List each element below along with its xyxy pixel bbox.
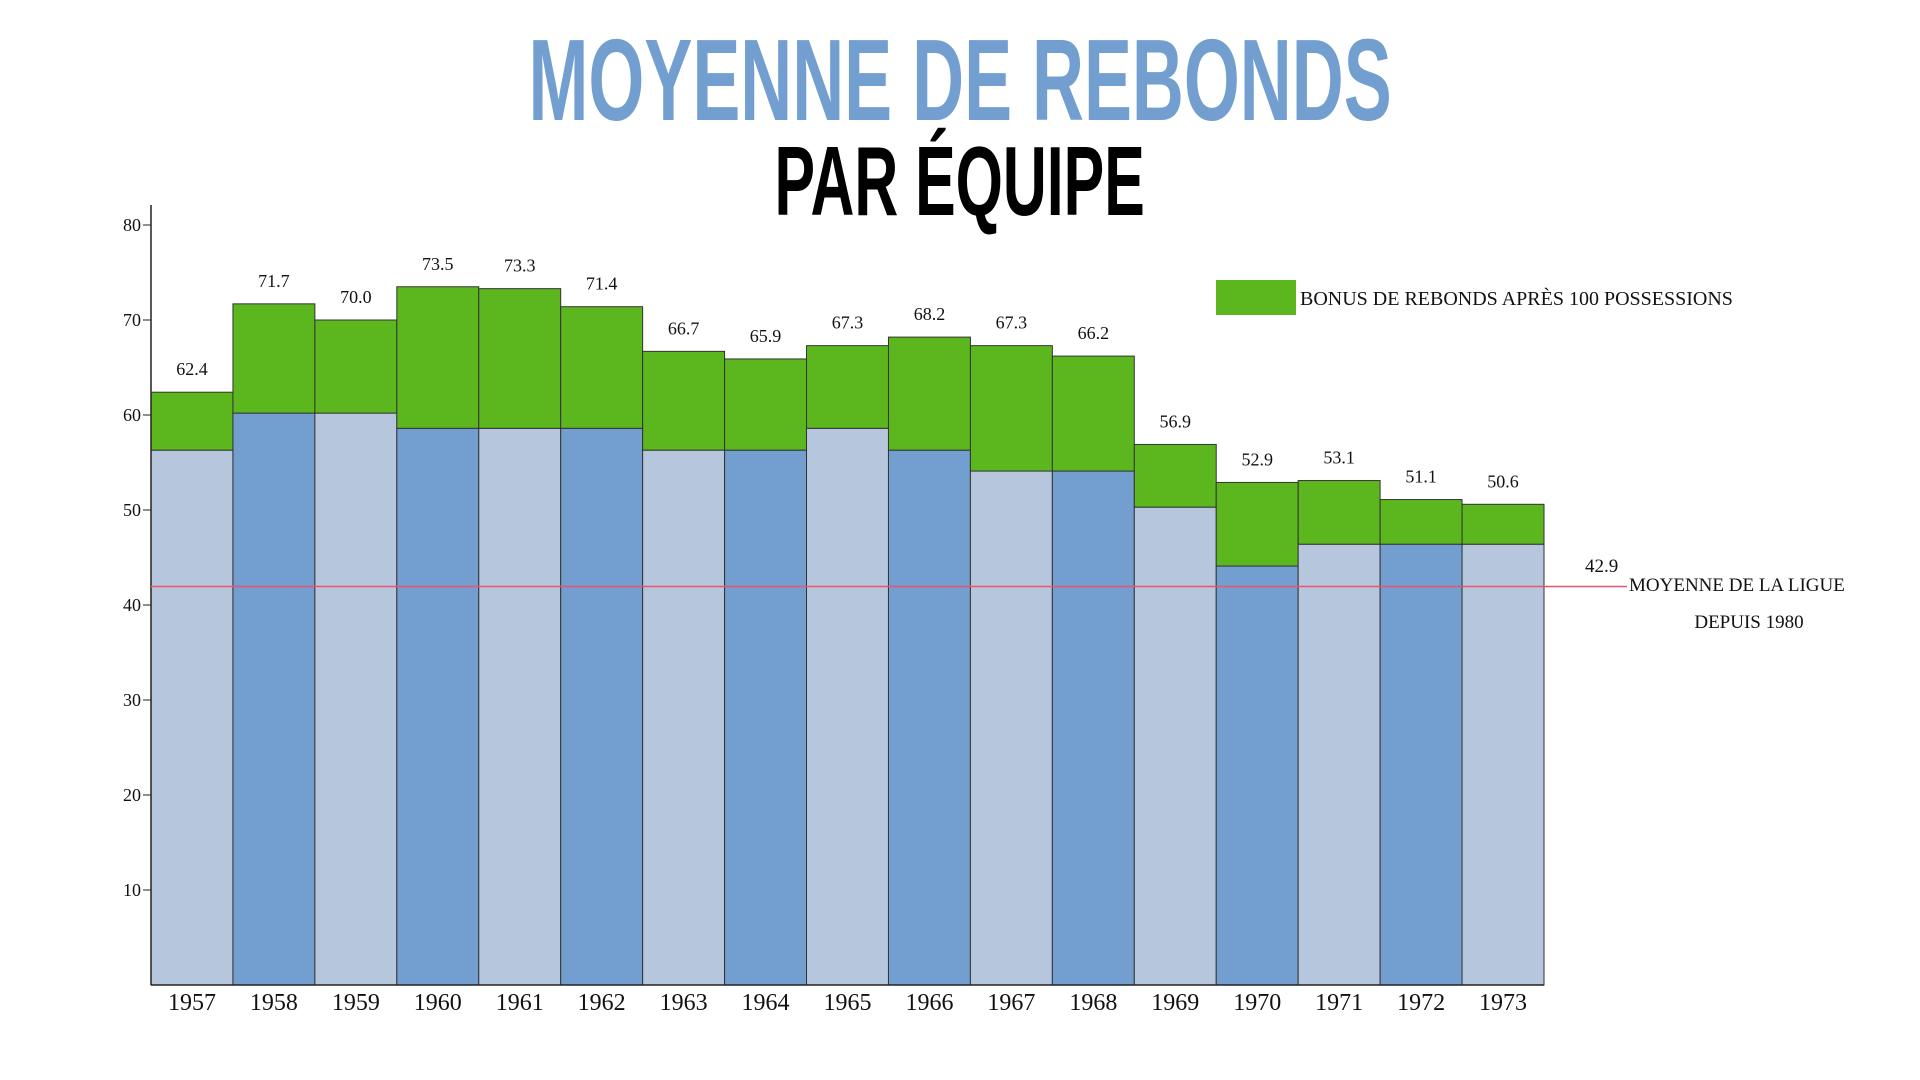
x-tick-label-1967: 1967 xyxy=(987,990,1035,1016)
y-tick-label-60: 60 xyxy=(123,405,141,425)
y-tick-label-70: 70 xyxy=(123,310,141,330)
data-label-1964: 65.9 xyxy=(750,326,782,346)
bar-base-1960 xyxy=(396,427,480,986)
data-label-1959: 70.0 xyxy=(340,287,372,307)
bar-bonus-1962 xyxy=(560,306,644,429)
x-tick-label-1963: 1963 xyxy=(660,990,708,1016)
bar-bonus-1966 xyxy=(887,336,971,451)
x-tick-label-1964: 1964 xyxy=(742,990,790,1016)
y-tick-label-80: 80 xyxy=(123,215,141,235)
bar-bonus-1968 xyxy=(1051,355,1135,472)
reference-label-line2: DEPUIS 1980 xyxy=(1694,612,1803,633)
bar-bonus-1970 xyxy=(1215,481,1299,567)
data-label-1962: 71.4 xyxy=(586,274,618,294)
x-tick-label-1960: 1960 xyxy=(414,990,462,1016)
y-tick-label-30: 30 xyxy=(123,690,141,710)
data-label-1965: 67.3 xyxy=(832,313,864,333)
x-tick-label-1969: 1969 xyxy=(1151,990,1199,1016)
x-tick-label-1957: 1957 xyxy=(168,990,216,1016)
bar-base-1967 xyxy=(969,470,1053,986)
bar-bonus-1958 xyxy=(232,303,316,414)
bar-bonus-1967 xyxy=(969,345,1053,472)
y-tick-label-20: 20 xyxy=(123,785,141,805)
bar-base-1963 xyxy=(642,449,726,986)
data-label-1957: 62.4 xyxy=(176,359,208,379)
data-label-1973: 50.6 xyxy=(1487,471,1519,491)
bar-base-1970 xyxy=(1215,565,1299,986)
bar-base-1968 xyxy=(1051,470,1135,986)
bar-base-1959 xyxy=(314,412,398,986)
x-tick-label-1973: 1973 xyxy=(1479,990,1527,1016)
chart-title: MOYENNE DE REBONDS xyxy=(0,22,1920,138)
legend-label-bonus: BONUS DE REBONDS APRÈS 100 POSSESSIONS xyxy=(1300,287,1733,310)
data-label-1972: 51.1 xyxy=(1405,467,1437,487)
bar-bonus-1959 xyxy=(314,319,398,414)
bar-bonus-1972 xyxy=(1379,499,1463,545)
x-tick-label-1958: 1958 xyxy=(250,990,298,1016)
bar-bonus-1964 xyxy=(724,358,808,451)
reference-label-line1: MOYENNE DE LA LIGUE xyxy=(1629,575,1845,596)
x-tick-label-1968: 1968 xyxy=(1069,990,1117,1016)
bar-bonus-1971 xyxy=(1297,480,1381,545)
bars-group: 62.4 71.7 70.0 73.5 73.3 71.4 66.7 65.9 67.3 68.2… xyxy=(150,254,1545,986)
x-tick-label-1966: 1966 xyxy=(905,990,953,1016)
x-tick-label-1959: 1959 xyxy=(332,990,380,1016)
data-label-1960: 73.5 xyxy=(422,254,454,274)
data-label-1961: 73.3 xyxy=(504,256,536,276)
x-tick-label-1965: 1965 xyxy=(824,990,872,1016)
bar-base-1961 xyxy=(478,427,562,986)
reference-value-label: 42.9 xyxy=(1585,556,1618,577)
legend-swatch-bonus xyxy=(1216,280,1296,315)
reference-line-group: 42.9 MOYENNE DE LA LIGUE DEPUIS 1980 xyxy=(151,556,1845,633)
y-tick-label-40: 40 xyxy=(123,595,141,615)
data-label-1971: 53.1 xyxy=(1323,448,1355,468)
y-tick-label-10: 10 xyxy=(123,880,141,900)
bar-base-1962 xyxy=(560,427,644,986)
data-label-1966: 68.2 xyxy=(914,304,946,324)
bar-base-1958 xyxy=(232,412,316,986)
chart-subtitle-text: PAR ÉQUIPE xyxy=(774,126,1146,236)
data-label-1970: 52.9 xyxy=(1241,449,1273,469)
bar-bonus-1961 xyxy=(478,288,562,429)
chart-title-text: MOYENNE DE REBONDS xyxy=(528,15,1392,145)
data-label-1963: 66.7 xyxy=(668,318,700,338)
bar-bonus-1965 xyxy=(806,345,889,429)
x-tick-label-1970: 1970 xyxy=(1233,990,1281,1016)
bar-bonus-1960 xyxy=(396,286,480,429)
bar-base-1965 xyxy=(806,427,889,986)
data-label-1969: 56.9 xyxy=(1160,411,1192,431)
axes-group: 1957 1958 1959 1960 1961 1962 1963 1964 1965 1966… xyxy=(123,205,1544,1016)
bar-base-1971 xyxy=(1297,543,1381,986)
bar-base-1972 xyxy=(1379,543,1463,986)
data-label-1958: 71.7 xyxy=(258,271,290,291)
x-tick-label-1962: 1962 xyxy=(578,990,626,1016)
bar-base-1957 xyxy=(150,449,234,986)
bar-base-1969 xyxy=(1133,506,1217,986)
y-tick-label-50: 50 xyxy=(123,500,141,520)
data-label-1968: 66.2 xyxy=(1078,323,1110,343)
bar-bonus-1963 xyxy=(642,350,726,451)
bar-bonus-1969 xyxy=(1133,443,1217,508)
bar-bonus-1973 xyxy=(1461,503,1545,545)
bar-base-1966 xyxy=(887,449,971,986)
x-tick-label-1971: 1971 xyxy=(1315,990,1363,1016)
bar-base-1973 xyxy=(1461,543,1545,986)
chart-subtitle: PAR ÉQUIPE xyxy=(0,132,1920,230)
bar-base-1964 xyxy=(724,449,808,986)
x-tick-label-1972: 1972 xyxy=(1397,990,1445,1016)
bar-bonus-1957 xyxy=(150,391,234,451)
legend: BONUS DE REBONDS APRÈS 100 POSSESSIONS xyxy=(1216,280,1733,315)
x-tick-label-1961: 1961 xyxy=(496,990,544,1016)
data-label-1967: 67.3 xyxy=(996,313,1028,333)
